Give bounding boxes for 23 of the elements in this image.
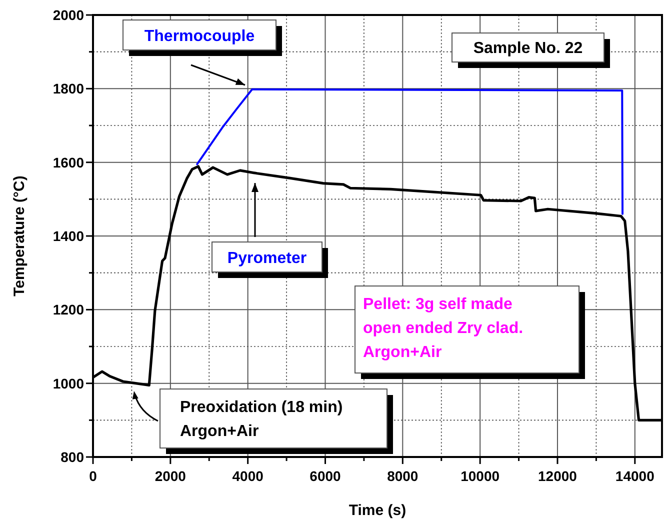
x-tick-label: 12000 [538,468,578,484]
x-tick-label: 8000 [387,468,418,484]
y-tick-label: 1000 [52,375,84,392]
text: Pyrometer [227,250,307,267]
x-tick-label: 6000 [310,468,342,484]
annotation: Pellet: 3g self made open ended Zry clad. Argon+Air [363,296,524,361]
x-tick-label: 10000 [460,468,500,484]
y-tick-label: 1200 [52,302,84,318]
annotation: Sample No. 22 [473,40,583,57]
y-tick-label: 2000 [52,7,84,23]
x-tick-label: 0 [89,468,98,484]
x-axis-title: Time (s) [348,502,406,519]
x-tick-label: 14000 [615,468,655,484]
x-tick-label: 2000 [154,468,186,484]
y-axis-title: Temperature (°C) [11,176,28,296]
y-tick-label: 1800 [52,80,84,97]
y-tick-label: 1400 [52,228,84,244]
annotation: Preoxidation (18 min) Argon+Air [180,399,343,440]
x-tick-label: 4000 [232,468,264,484]
text: Thermocouple [144,28,255,45]
line-series [196,88,624,215]
y-tick-label: 1600 [52,154,84,170]
y-tick-label: 800 [60,449,84,465]
